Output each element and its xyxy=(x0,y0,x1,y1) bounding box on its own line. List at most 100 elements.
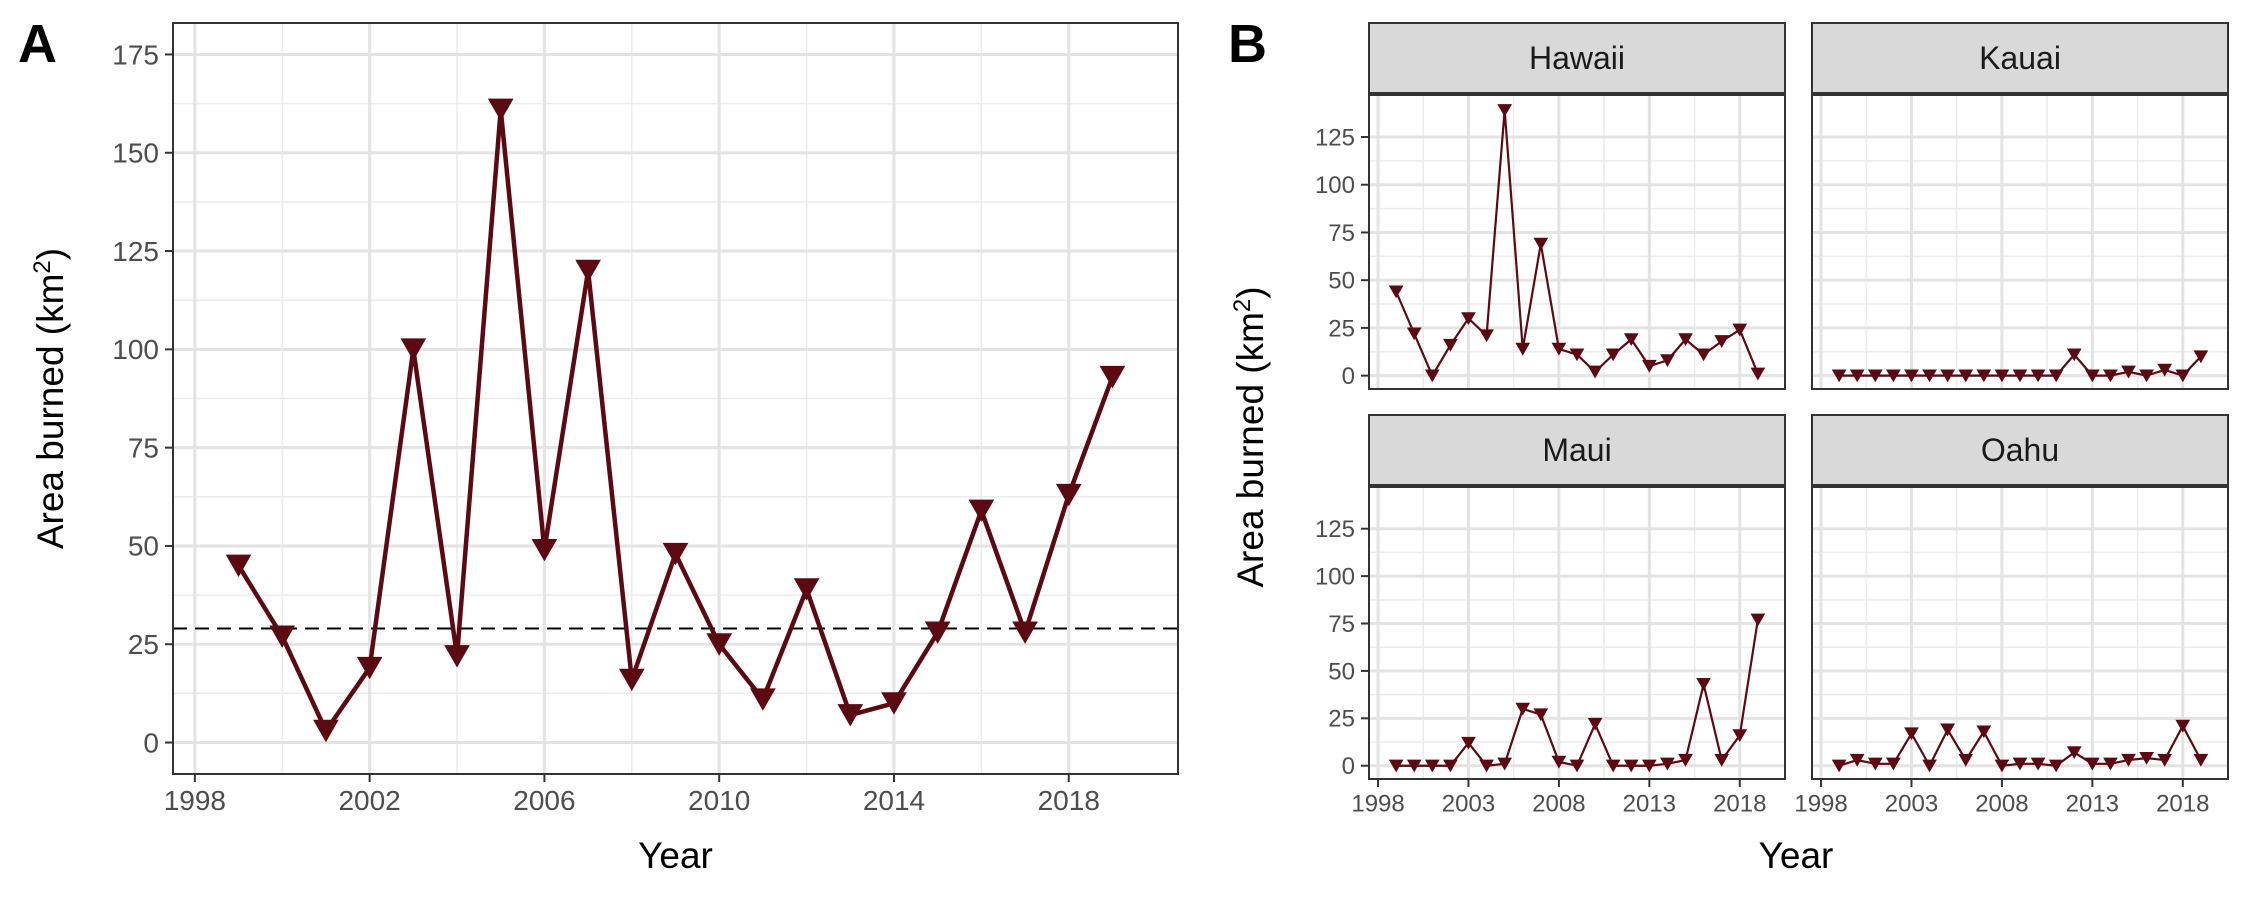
panel-a-point xyxy=(531,538,558,562)
facet-hawaii-y-tick-label: 100 xyxy=(1315,172,1355,199)
panel-a-point xyxy=(706,633,733,656)
facet-oahu-point xyxy=(1904,727,1919,741)
panel-a-point xyxy=(793,578,820,601)
panel-a-y-axis-title: Area burned (km2) xyxy=(29,248,72,549)
panel-a-x-axis-title: Year xyxy=(638,835,713,876)
panel-a-x-tick-label: 1998 xyxy=(164,785,226,816)
facet-maui-point xyxy=(1515,702,1531,716)
facet-oahu-point xyxy=(2103,757,2118,771)
facet-maui-grid xyxy=(1369,487,1785,779)
facet-hawaii-point xyxy=(1660,354,1675,368)
panel-a-x-tick-label: 2002 xyxy=(338,785,400,816)
facet-oahu-point xyxy=(2084,757,2100,771)
facet-hawaii-series-line xyxy=(1395,109,1759,377)
facet-maui-point xyxy=(1660,757,1675,771)
facet-maui-point xyxy=(1424,759,1440,773)
facet-hawaii-y-tick-label: 0 xyxy=(1342,363,1355,390)
facet-hawaii-y-tick-label: 25 xyxy=(1328,315,1355,342)
facet-oahu-point xyxy=(2193,753,2209,767)
panel-a-letter: A xyxy=(18,14,57,74)
facet-oahu-point xyxy=(2030,757,2046,771)
panel-a-x-ticks: 1998 2002 2006 2010 2014 2018 xyxy=(164,774,1100,816)
facet-oahu-point xyxy=(2121,753,2136,767)
panel-a-point xyxy=(924,621,951,644)
facet-maui-point xyxy=(1461,736,1476,750)
panel-b: B Hawaii 0 25 50 75 100 125 Kauai Maui 0 25 50 75 100… xyxy=(1228,14,2229,876)
panel-a-point xyxy=(487,98,514,121)
facet-maui-point xyxy=(1732,729,1748,743)
facet-kauai-point xyxy=(2066,348,2082,362)
facet-hawaii-point xyxy=(1750,367,1766,381)
facet-hawaii-strip-label: Hawaii xyxy=(1529,40,1625,76)
facet-kauai-point xyxy=(2121,365,2136,379)
facet-hawaii-point xyxy=(1388,285,1404,299)
facet-oahu-point xyxy=(1886,757,1901,771)
facet-oahu-point xyxy=(1976,725,1992,739)
facet-maui-strip xyxy=(1368,414,1786,486)
facet-maui-x-tick-label: 2018 xyxy=(1713,790,1766,817)
facet-kauai-frame xyxy=(1811,94,2229,390)
facet-oahu-x-tick-label: 2008 xyxy=(1975,790,2028,817)
facet-kauai-point xyxy=(2048,369,2064,383)
facet-oahu-point xyxy=(2157,753,2173,767)
panel-a-grid xyxy=(173,23,1178,774)
facet-maui-point xyxy=(1497,757,1513,771)
facet-kauai-point xyxy=(1958,369,1974,383)
facet-maui-point xyxy=(1714,753,1730,767)
facet-oahu-point xyxy=(2012,757,2028,771)
facet-hawaii-point xyxy=(1587,365,1603,379)
facet-oahu-strip xyxy=(1811,414,2229,486)
facet-hawaii-point xyxy=(1479,329,1494,343)
panel-b-letter: B xyxy=(1228,14,1267,74)
panel-a-point xyxy=(837,704,864,727)
facet-kauai-point xyxy=(2193,350,2209,364)
facet-oahu-point xyxy=(1867,757,1883,771)
facet-hawaii-point xyxy=(1533,237,1549,251)
facet-kauai-point xyxy=(2103,369,2118,383)
facet-hawaii-point xyxy=(1551,342,1567,356)
panel-a-point xyxy=(1055,483,1082,507)
facet-hawaii-strip xyxy=(1368,22,1786,94)
facet-maui-y-tick-label: 100 xyxy=(1315,564,1355,591)
panel-a-y-tick-label: 25 xyxy=(128,629,159,660)
panel-a-y-tick-label: 100 xyxy=(112,334,159,365)
facet-kauai-point xyxy=(1867,369,1883,383)
panel-a-x-tick-label: 2018 xyxy=(1038,785,1100,816)
facet-maui-point xyxy=(1569,759,1585,773)
facet-maui-y-ticks: 0 25 50 75 100 125 xyxy=(1315,516,1369,780)
panel-a-point xyxy=(618,668,645,692)
facet-hawaii-y-tick-label: 125 xyxy=(1315,124,1355,151)
facet-hawaii-point xyxy=(1443,338,1458,352)
facet-hawaii-series xyxy=(1395,109,1759,377)
facet-kauai-point xyxy=(2139,369,2154,383)
facet-kauai-grid xyxy=(1812,95,2228,389)
panel-a-y-ticks: 0 25 50 75 100 125 150 175 xyxy=(112,39,173,758)
facet-maui-series xyxy=(1396,619,1759,767)
panel-a-point xyxy=(313,719,339,743)
facet-kauai-markers xyxy=(1831,348,2209,383)
panel-a-point xyxy=(881,692,907,715)
panel-a-point xyxy=(750,688,776,711)
facet-oahu-point xyxy=(1940,723,1956,737)
facet-hawaii-point xyxy=(1461,312,1476,326)
facet-oahu-frame xyxy=(1811,486,2229,780)
facet-maui-frame xyxy=(1368,486,1786,780)
facet-hawaii-point xyxy=(1732,323,1748,337)
facet-maui-markers xyxy=(1388,613,1766,773)
facet-kauai-point xyxy=(2084,369,2100,383)
facet-kauai-point xyxy=(1904,369,1919,383)
facet-maui-point xyxy=(1406,759,1422,773)
facet-hawaii-point xyxy=(1623,333,1639,347)
facet-hawaii-point xyxy=(1641,359,1657,373)
facet-hawaii-point xyxy=(1714,335,1730,348)
facet-maui-point xyxy=(1641,759,1657,773)
facet-hawaii-point xyxy=(1696,348,1711,362)
facet-maui-y-tick-label: 0 xyxy=(1342,753,1355,780)
panel-a-point xyxy=(444,645,470,668)
panel-a-y-tick-label: 125 xyxy=(112,236,159,267)
facet-maui-y-tick-label: 125 xyxy=(1315,516,1355,543)
facet-kauai-point xyxy=(1976,369,1992,383)
facet-kauai-point xyxy=(1886,369,1901,383)
